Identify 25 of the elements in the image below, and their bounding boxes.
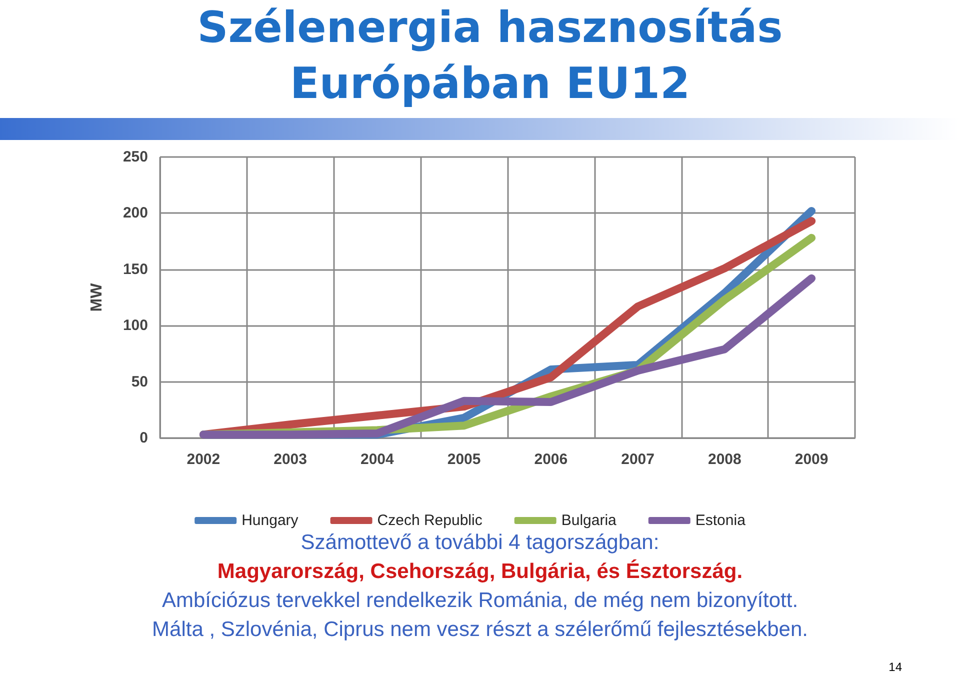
x-tick-label: 2007: [621, 451, 654, 468]
legend-label: Estonia: [695, 512, 746, 529]
x-tick-label: 2009: [794, 451, 828, 468]
legend-label: Czech Republic: [377, 512, 483, 529]
y-tick-label: 0: [140, 430, 148, 446]
x-tick-label: 2006: [534, 451, 568, 468]
text: Számottevő a további 4 tagországban:: [300, 530, 660, 556]
y-axis-title: MW: [88, 282, 106, 312]
x-tick-label: 2005: [447, 451, 481, 468]
x-tick-label: 2003: [274, 451, 307, 468]
y-tick-label: 250: [122, 148, 148, 166]
y-tick-label: 100: [122, 317, 148, 334]
text: Málta , Szlovénia, Ciprus nem vesz részt a szélerőmű fejlesztésekben.: [151, 617, 809, 643]
x-tick-label: 2002: [186, 451, 220, 468]
text: Magyarország, Csehország, Bulgária, és Észtország.: [216, 558, 744, 585]
text: Ambíciózus tervekkel rendelkezik Románia, de még nem bizonyított.: [160, 588, 800, 614]
y-tick-label: 150: [122, 260, 148, 278]
legend-label: Bulgaria: [561, 512, 618, 529]
y-tick-label: 50: [131, 373, 148, 390]
x-tick-label: 2008: [708, 451, 742, 468]
x-tick-label: 2004: [360, 451, 395, 468]
chart-title: Szélenergia hasznosítás Európában EU12: [196, 2, 784, 111]
text: 14: [888, 660, 902, 674]
y-tick-label: 200: [122, 204, 148, 222]
legend-label: Hungary: [242, 512, 299, 529]
